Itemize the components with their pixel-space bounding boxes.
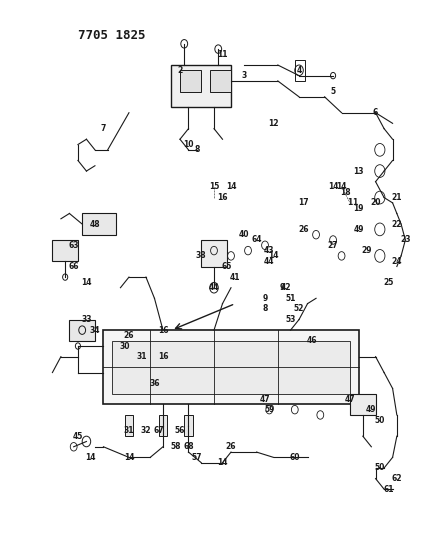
Text: 1: 1 bbox=[348, 198, 353, 207]
Bar bbox=[125, 415, 133, 436]
Text: 19: 19 bbox=[354, 204, 364, 213]
Text: 16: 16 bbox=[217, 193, 228, 202]
Text: 11: 11 bbox=[217, 50, 228, 59]
Text: 24: 24 bbox=[392, 257, 402, 265]
Text: 66: 66 bbox=[68, 262, 79, 271]
Text: 64: 64 bbox=[251, 236, 262, 245]
Text: 57: 57 bbox=[192, 453, 202, 462]
Text: 29: 29 bbox=[362, 246, 372, 255]
Text: 27: 27 bbox=[328, 241, 339, 250]
Text: 8: 8 bbox=[262, 304, 268, 313]
Text: 33: 33 bbox=[81, 315, 92, 324]
Text: 10: 10 bbox=[183, 140, 194, 149]
Text: 14: 14 bbox=[328, 182, 338, 191]
Text: 17: 17 bbox=[298, 198, 309, 207]
Text: 62: 62 bbox=[392, 474, 402, 483]
Text: 40: 40 bbox=[238, 230, 249, 239]
Text: 47: 47 bbox=[345, 394, 355, 403]
Text: 50: 50 bbox=[374, 464, 385, 472]
Text: 47: 47 bbox=[260, 394, 270, 403]
Text: 7: 7 bbox=[101, 124, 106, 133]
Text: 30: 30 bbox=[119, 342, 130, 351]
Text: 2: 2 bbox=[177, 66, 183, 75]
Text: 25: 25 bbox=[383, 278, 393, 287]
Bar bbox=[201, 240, 227, 266]
Text: 34: 34 bbox=[90, 326, 100, 335]
Text: 31: 31 bbox=[137, 352, 147, 361]
Text: 14: 14 bbox=[217, 458, 228, 467]
Text: 16: 16 bbox=[158, 326, 168, 335]
Text: 31: 31 bbox=[124, 426, 134, 435]
Bar bbox=[210, 70, 231, 92]
Text: 26: 26 bbox=[124, 331, 134, 340]
Text: 16: 16 bbox=[158, 352, 168, 361]
Bar bbox=[180, 70, 201, 92]
Text: 14: 14 bbox=[124, 453, 134, 462]
Text: 18: 18 bbox=[341, 188, 351, 197]
Text: 52: 52 bbox=[294, 304, 304, 313]
Text: 65: 65 bbox=[222, 262, 232, 271]
Text: 1: 1 bbox=[352, 198, 357, 207]
Text: 26: 26 bbox=[298, 225, 309, 234]
Text: 3: 3 bbox=[241, 71, 247, 80]
Text: 68: 68 bbox=[183, 442, 194, 451]
Text: 58: 58 bbox=[170, 442, 181, 451]
Text: 14: 14 bbox=[336, 182, 347, 191]
Text: 23: 23 bbox=[400, 236, 410, 245]
Text: 13: 13 bbox=[354, 166, 364, 175]
Text: 14: 14 bbox=[86, 453, 96, 462]
Text: 20: 20 bbox=[370, 198, 381, 207]
Text: 63: 63 bbox=[68, 241, 79, 250]
Bar bbox=[52, 240, 78, 261]
Text: 14: 14 bbox=[268, 252, 279, 261]
Text: 9: 9 bbox=[262, 294, 268, 303]
Bar bbox=[172, 65, 231, 108]
Text: 36: 36 bbox=[149, 378, 160, 387]
Text: 15: 15 bbox=[209, 182, 219, 191]
Text: 49: 49 bbox=[366, 405, 377, 414]
Bar bbox=[104, 330, 359, 405]
Text: 51: 51 bbox=[285, 294, 296, 303]
Text: 21: 21 bbox=[392, 193, 402, 202]
Bar bbox=[295, 60, 306, 81]
Text: 5: 5 bbox=[330, 87, 336, 96]
Text: 12: 12 bbox=[268, 119, 279, 128]
Text: 22: 22 bbox=[392, 220, 402, 229]
Text: 49: 49 bbox=[354, 225, 364, 234]
Text: 53: 53 bbox=[285, 315, 296, 324]
Text: 32: 32 bbox=[141, 426, 151, 435]
Text: 56: 56 bbox=[175, 426, 185, 435]
Text: 14: 14 bbox=[81, 278, 92, 287]
Bar bbox=[350, 394, 376, 415]
Text: 43: 43 bbox=[264, 246, 274, 255]
Bar bbox=[184, 415, 193, 436]
Bar bbox=[112, 341, 350, 394]
Text: 50: 50 bbox=[374, 416, 385, 425]
Text: 44: 44 bbox=[264, 257, 274, 265]
Text: 61: 61 bbox=[383, 484, 394, 494]
Text: 46: 46 bbox=[306, 336, 317, 345]
Bar bbox=[159, 415, 167, 436]
Text: 44: 44 bbox=[209, 283, 219, 292]
Text: 60: 60 bbox=[290, 453, 300, 462]
Text: 26: 26 bbox=[226, 442, 236, 451]
Text: 4: 4 bbox=[297, 66, 302, 75]
Text: 6: 6 bbox=[373, 108, 378, 117]
Text: 9: 9 bbox=[279, 283, 285, 292]
Bar bbox=[82, 214, 116, 235]
Text: 45: 45 bbox=[73, 432, 83, 441]
Text: 7705 1825: 7705 1825 bbox=[78, 28, 146, 42]
Text: 41: 41 bbox=[230, 272, 241, 281]
Text: 38: 38 bbox=[196, 252, 207, 261]
Text: 14: 14 bbox=[226, 182, 236, 191]
Text: 59: 59 bbox=[264, 405, 274, 414]
Text: 48: 48 bbox=[89, 220, 100, 229]
Text: 42: 42 bbox=[281, 283, 291, 292]
Text: 8: 8 bbox=[194, 146, 200, 155]
Text: 67: 67 bbox=[153, 426, 164, 435]
Bar bbox=[69, 319, 95, 341]
